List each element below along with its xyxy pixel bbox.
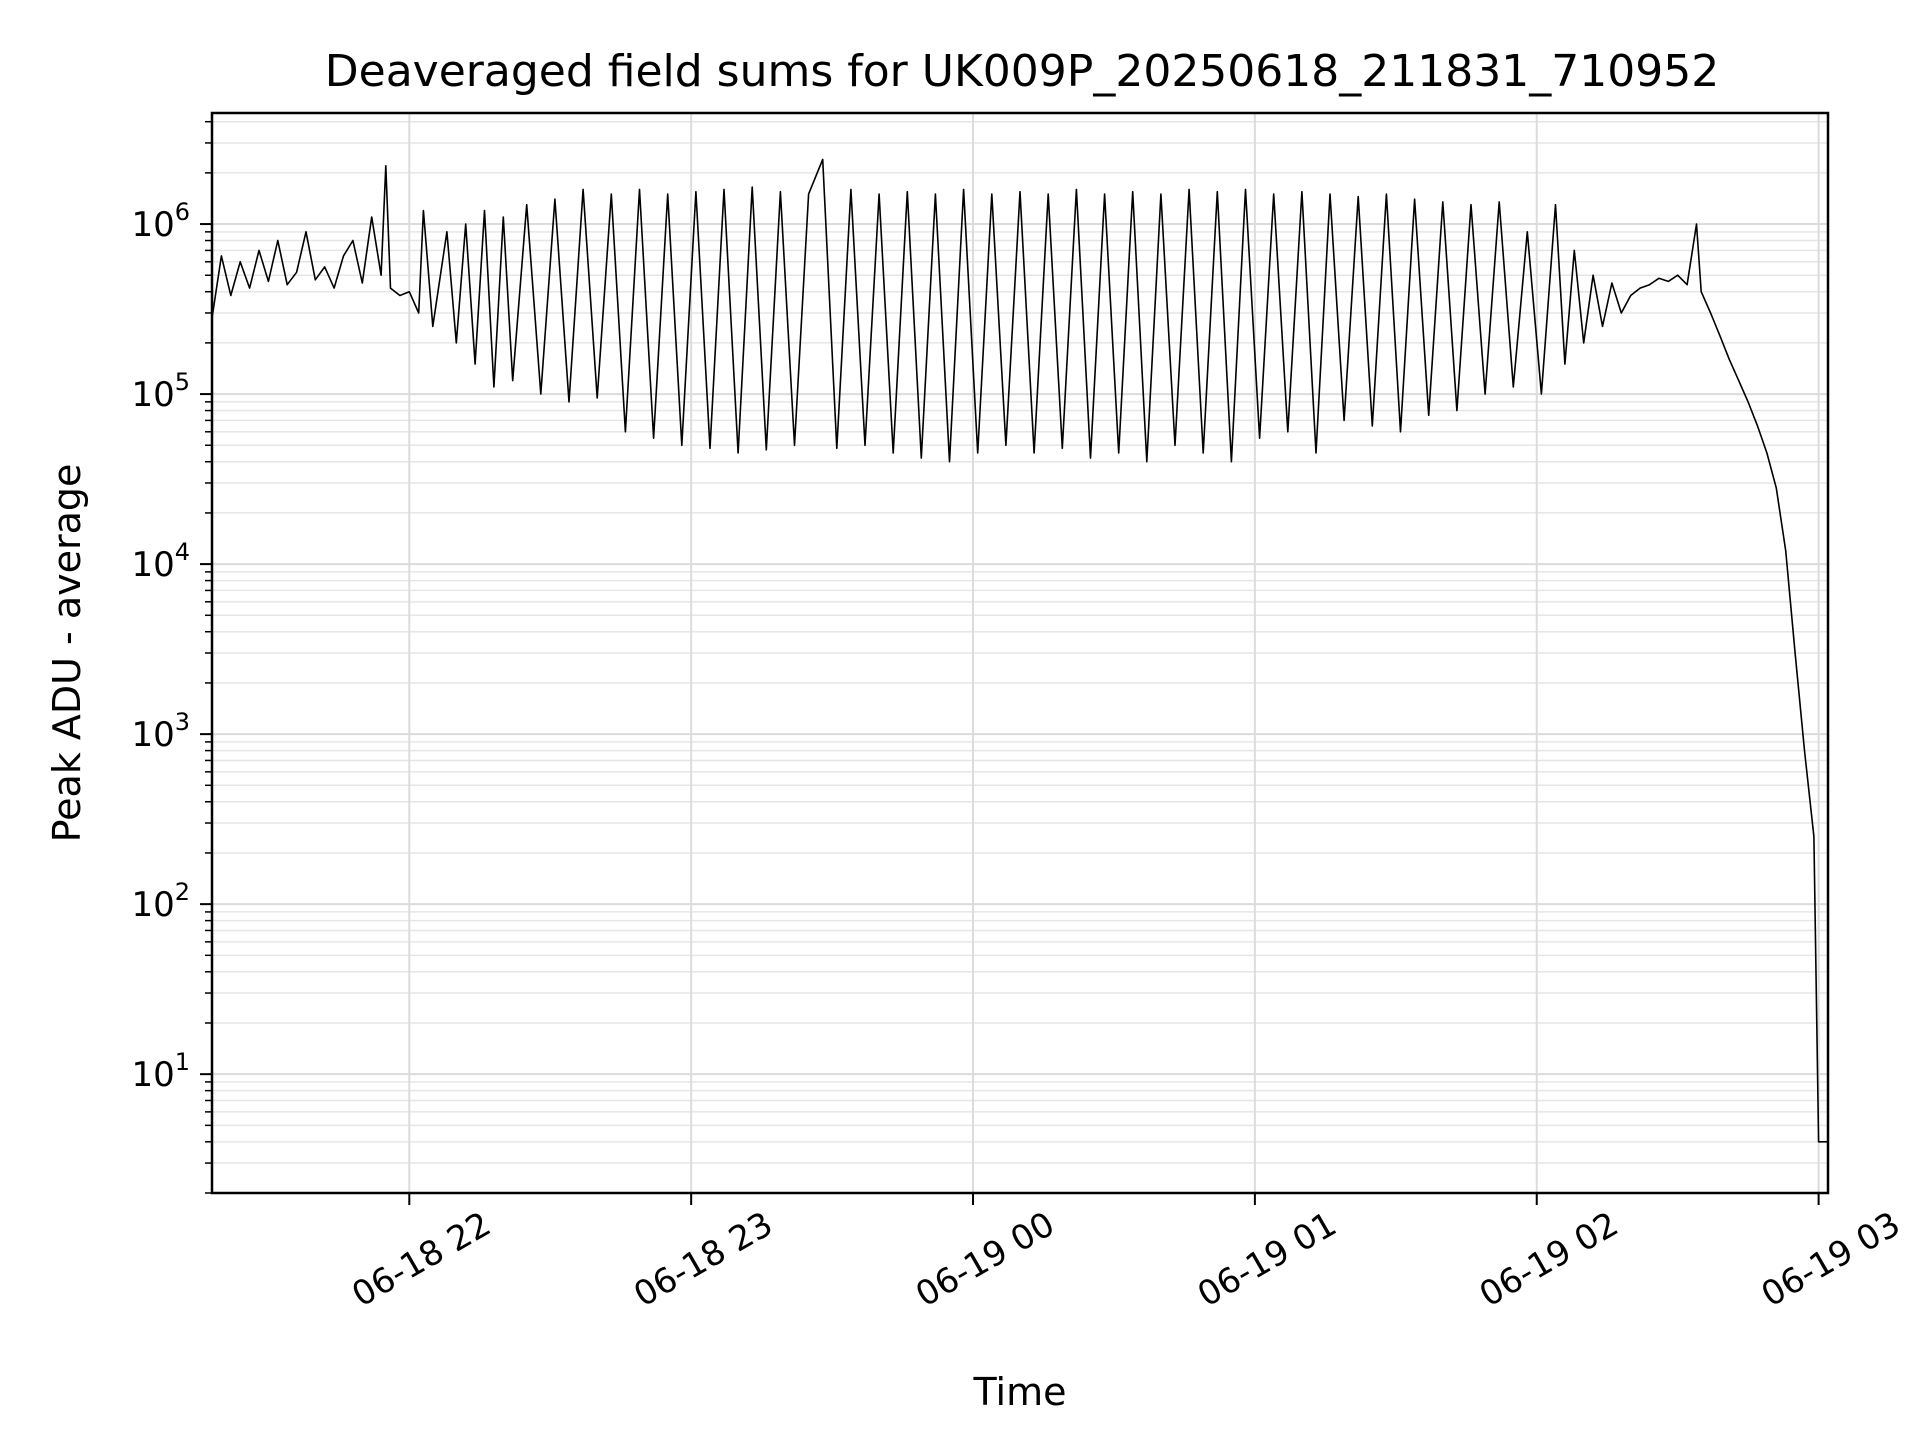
y-tick-label: 106 bbox=[131, 198, 190, 245]
y-tick-label-base: 10 bbox=[131, 715, 174, 755]
series-layer bbox=[211, 158, 1828, 1143]
y-tick-label: 105 bbox=[131, 368, 190, 415]
y-tick-label-exponent: 5 bbox=[175, 368, 190, 396]
y-axis-label: Peak ADU - average bbox=[45, 464, 89, 843]
y-tick-label-base: 10 bbox=[131, 1055, 174, 1095]
y-tick-label: 101 bbox=[131, 1048, 190, 1095]
y-tick-label-exponent: 1 bbox=[175, 1048, 190, 1076]
y-tick-label-exponent: 3 bbox=[175, 708, 190, 736]
grid-layer bbox=[212, 113, 1828, 1194]
y-tick-label-base: 10 bbox=[131, 545, 174, 585]
x-axis-label: Time bbox=[973, 1370, 1067, 1414]
chart-title: Deaveraged field sums for UK009P_2025061… bbox=[325, 46, 1719, 97]
y-tick-label-base: 10 bbox=[131, 885, 174, 925]
y-tick-label-exponent: 2 bbox=[175, 878, 190, 906]
y-tick-label-base: 10 bbox=[131, 375, 174, 415]
y-tick-label: 103 bbox=[131, 708, 190, 755]
series-line bbox=[211, 158, 1828, 1143]
y-tick-label: 102 bbox=[131, 878, 190, 925]
y-tick-label-exponent: 4 bbox=[175, 538, 190, 566]
y-tick-label-exponent: 6 bbox=[175, 198, 190, 226]
y-tick-label: 104 bbox=[131, 538, 190, 585]
y-tick-label-base: 10 bbox=[131, 205, 174, 245]
